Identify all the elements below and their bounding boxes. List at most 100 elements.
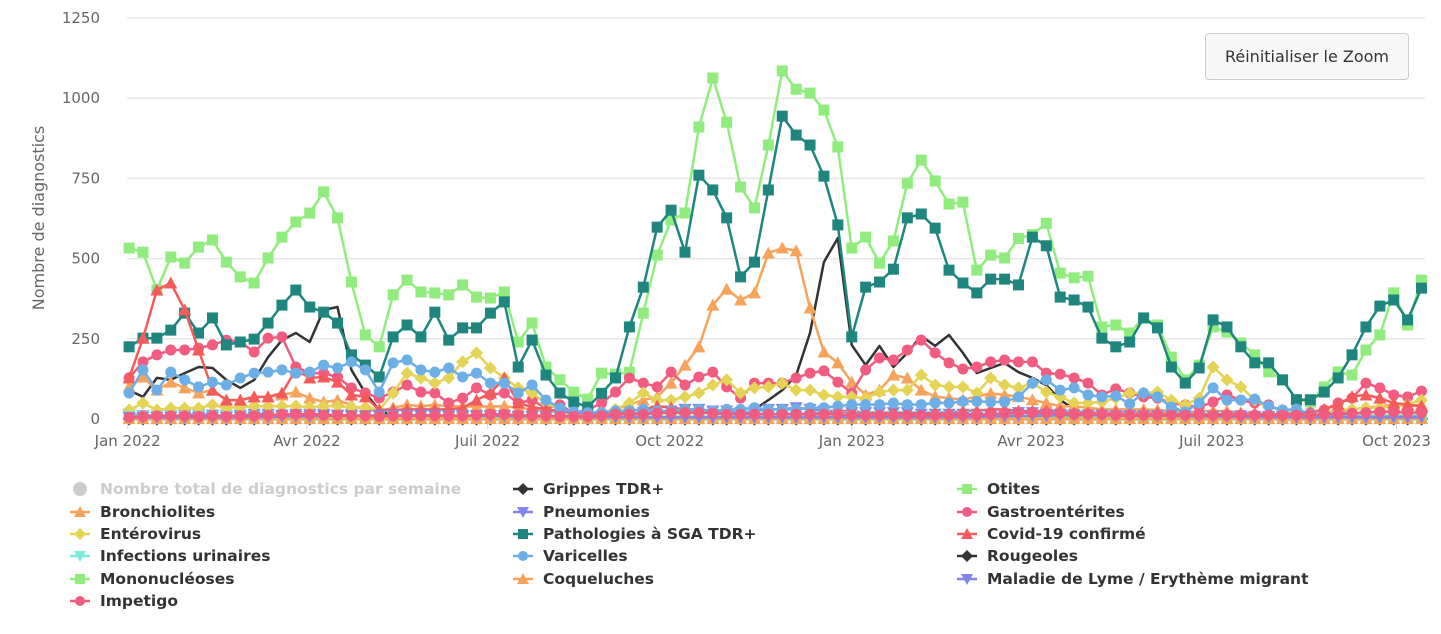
- legend-label: Entérovirus: [100, 524, 202, 543]
- data-point-marker: [734, 293, 748, 306]
- data-point-marker: [359, 410, 371, 422]
- legend-item[interactable]: Covid-19 confirmé: [957, 523, 1377, 545]
- legend-item[interactable]: Pneumonies: [513, 500, 957, 522]
- data-point-marker: [957, 196, 969, 208]
- legend-item[interactable]: Bronchiolites: [70, 500, 513, 522]
- legend-item[interactable]: Otites: [957, 478, 1377, 500]
- data-point-marker: [276, 331, 288, 343]
- data-point-marker: [818, 408, 830, 420]
- data-point-marker: [1388, 287, 1400, 299]
- data-point-marker: [1138, 387, 1150, 399]
- legend-item[interactable]: Gastroentérites: [957, 500, 1377, 522]
- data-point-marker: [1249, 357, 1261, 369]
- series-line: [128, 358, 1422, 418]
- data-point-marker: [359, 364, 371, 376]
- legend-label: Maladie de Lyme / Erythème migrant: [987, 569, 1309, 588]
- data-point-marker: [1374, 300, 1386, 312]
- data-point-marker: [957, 395, 969, 407]
- data-point-marker: [901, 399, 913, 411]
- data-point-marker: [985, 408, 997, 420]
- data-point-marker: [331, 393, 345, 406]
- legend-item[interactable]: Mononucléoses: [70, 568, 513, 590]
- series-line: [128, 114, 1423, 409]
- data-point-marker: [554, 387, 566, 399]
- legend-item[interactable]: Impetigo: [70, 590, 513, 612]
- y-tick-label: 750: [71, 169, 100, 187]
- data-point-marker: [818, 104, 830, 116]
- series-covid-19-confirme[interactable]: [122, 276, 1429, 420]
- data-point-marker: [332, 317, 344, 329]
- series-pathologies-a-sga-tdr[interactable]: [123, 110, 1428, 413]
- data-point-marker: [1206, 360, 1220, 374]
- y-tick-label: 0: [90, 410, 100, 428]
- data-point-marker: [664, 393, 678, 407]
- data-point-marker: [442, 371, 456, 385]
- legend-item[interactable]: Entérovirus: [70, 523, 513, 545]
- data-point-marker: [1207, 396, 1219, 408]
- data-point-marker: [304, 366, 316, 378]
- data-point-marker: [205, 398, 219, 412]
- data-point-marker: [651, 407, 663, 419]
- data-point-marker: [457, 410, 469, 422]
- data-point-marker: [345, 276, 357, 288]
- data-point-marker: [123, 411, 135, 423]
- data-point-marker: [568, 410, 580, 422]
- data-point-marker: [942, 380, 956, 394]
- legend-item[interactable]: Maladie de Lyme / Erythème migrant: [957, 568, 1377, 590]
- data-point-marker: [1388, 406, 1400, 418]
- data-point-marker: [1221, 409, 1233, 421]
- data-point-marker: [1221, 394, 1233, 406]
- legend-item[interactable]: Coqueluches: [513, 568, 957, 590]
- legend-marker: [75, 596, 85, 607]
- data-point-marker: [1263, 357, 1275, 369]
- legend-label: Infections urinaires: [100, 547, 271, 566]
- data-point-marker: [164, 375, 178, 388]
- data-point-marker: [622, 396, 636, 410]
- data-point-marker: [678, 390, 692, 404]
- data-point-marker: [317, 399, 331, 413]
- legend-item[interactable]: Varicelles: [513, 545, 957, 567]
- data-point-marker: [1124, 336, 1136, 348]
- legend-item[interactable]: Pathologies à SGA TDR+: [513, 523, 957, 545]
- series-enterovirus[interactable]: [122, 346, 1429, 421]
- data-point-marker: [540, 369, 552, 381]
- data-point-marker: [289, 385, 303, 398]
- data-point-marker: [165, 344, 177, 356]
- data-point-marker: [582, 410, 594, 422]
- data-point-marker: [471, 291, 483, 303]
- data-point-marker: [401, 319, 413, 331]
- data-point-marker: [276, 299, 288, 311]
- data-point-marker: [832, 219, 844, 231]
- data-point-marker: [1039, 396, 1053, 409]
- data-point-marker: [665, 214, 677, 226]
- data-point-marker: [401, 274, 413, 286]
- y-tick-label: 500: [71, 250, 100, 268]
- data-point-marker: [748, 408, 760, 420]
- legend-item[interactable]: Infections urinaires: [70, 545, 513, 567]
- y-tick-label: 1000: [62, 89, 100, 107]
- series-impetigo[interactable]: [123, 406, 1428, 423]
- data-point-marker: [290, 216, 302, 228]
- legend-item[interactable]: Nombre total de diagnostics par semaine: [70, 478, 513, 500]
- data-point-marker: [818, 365, 830, 377]
- legend-marker: [961, 573, 973, 585]
- x-tick-label: Oct 2023: [1362, 432, 1431, 450]
- data-point-marker: [220, 256, 232, 268]
- data-point-marker: [526, 410, 538, 422]
- data-point-marker: [234, 336, 246, 348]
- legend-item[interactable]: Rougeoles: [957, 545, 1377, 567]
- data-point-marker: [373, 341, 385, 353]
- data-point-marker: [359, 329, 371, 341]
- series-line: [128, 246, 1422, 418]
- series-otites[interactable]: [123, 65, 1428, 408]
- data-point-marker: [1096, 391, 1108, 403]
- data-point-marker: [262, 332, 274, 344]
- data-point-marker: [693, 371, 705, 383]
- data-point-marker: [275, 399, 289, 413]
- reset-zoom-button[interactable]: Réinitialiser le Zoom: [1205, 33, 1409, 80]
- data-point-marker: [234, 271, 246, 283]
- data-point-marker: [318, 186, 330, 198]
- legend-marker: [518, 551, 528, 562]
- data-point-marker: [747, 381, 761, 395]
- legend-item[interactable]: Grippes TDR+: [513, 478, 957, 500]
